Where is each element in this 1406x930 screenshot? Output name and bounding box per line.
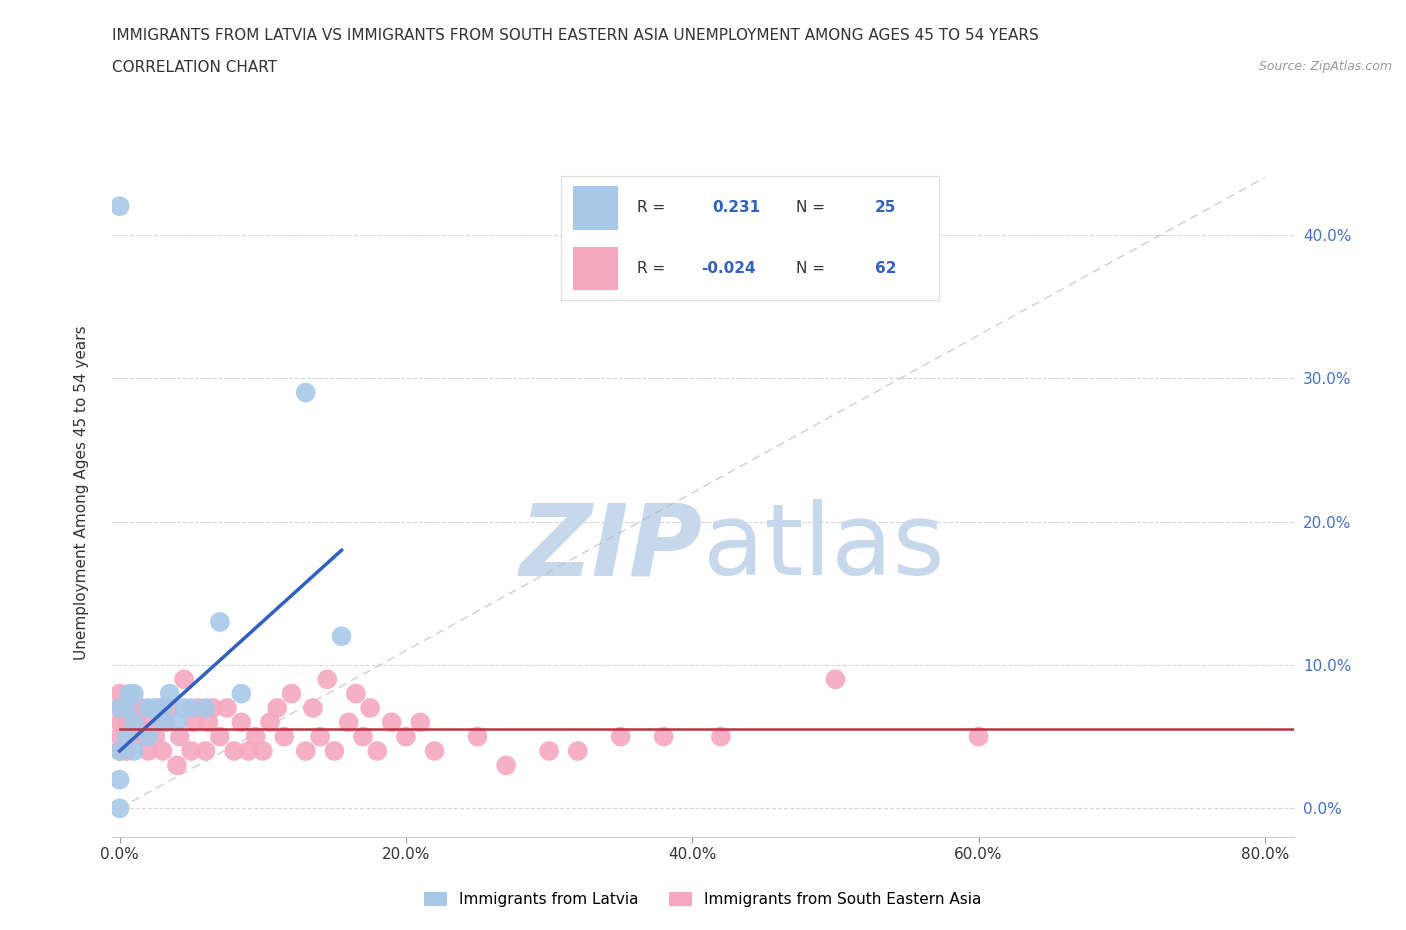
Point — [208, 729, 231, 744]
Point — [609, 729, 631, 744]
Legend: Immigrants from Latvia, Immigrants from South Eastern Asia: Immigrants from Latvia, Immigrants from … — [418, 885, 988, 913]
Point — [366, 744, 388, 759]
Point — [108, 199, 131, 214]
Point — [352, 729, 374, 744]
Point — [108, 744, 131, 759]
Point — [231, 686, 253, 701]
Point — [187, 700, 209, 715]
Point — [122, 744, 145, 759]
Point — [224, 744, 246, 759]
Point — [125, 715, 148, 730]
Point — [266, 700, 288, 715]
Point — [245, 729, 267, 744]
Point — [149, 700, 172, 715]
Point — [323, 744, 346, 759]
Point — [344, 686, 367, 701]
Point — [194, 744, 217, 759]
Point — [122, 729, 145, 744]
Point — [108, 686, 131, 701]
Y-axis label: Unemployment Among Ages 45 to 54 years: Unemployment Among Ages 45 to 54 years — [75, 326, 89, 660]
Point — [273, 729, 295, 744]
Point — [337, 715, 360, 730]
Point — [122, 715, 145, 730]
Point — [215, 700, 238, 715]
Point — [115, 744, 138, 759]
Point — [201, 700, 224, 715]
Point — [309, 729, 332, 744]
Point — [567, 744, 589, 759]
Point — [134, 729, 156, 744]
Text: CORRELATION CHART: CORRELATION CHART — [112, 60, 277, 75]
Point — [197, 715, 219, 730]
Text: Source: ZipAtlas.com: Source: ZipAtlas.com — [1258, 60, 1392, 73]
Point — [710, 729, 733, 744]
Point — [136, 700, 159, 715]
Point — [183, 715, 205, 730]
Point — [824, 671, 846, 686]
Point — [180, 744, 202, 759]
Point — [108, 700, 131, 715]
Point — [252, 744, 274, 759]
Point — [495, 758, 517, 773]
Point — [159, 700, 181, 715]
Point — [118, 686, 141, 701]
Point — [302, 700, 325, 715]
Point — [136, 744, 159, 759]
Point — [115, 700, 138, 715]
Point — [538, 744, 561, 759]
Point — [652, 729, 675, 744]
Point — [238, 744, 260, 759]
Point — [467, 729, 489, 744]
Point — [316, 671, 339, 686]
Point — [129, 700, 152, 715]
Point — [330, 629, 353, 644]
Point — [294, 385, 316, 400]
Text: atlas: atlas — [703, 499, 945, 596]
Point — [136, 729, 159, 744]
Point — [409, 715, 432, 730]
Point — [152, 700, 174, 715]
Point — [108, 772, 131, 787]
Point — [395, 729, 418, 744]
Point — [180, 700, 202, 715]
Point — [259, 715, 281, 730]
Point — [152, 744, 174, 759]
Point — [231, 715, 253, 730]
Point — [169, 729, 191, 744]
Point — [967, 729, 990, 744]
Point — [155, 715, 177, 730]
Point — [152, 715, 174, 730]
Text: ZIP: ZIP — [520, 499, 703, 596]
Point — [173, 700, 195, 715]
Point — [423, 744, 446, 759]
Point — [173, 671, 195, 686]
Point — [280, 686, 302, 701]
Point — [108, 729, 131, 744]
Point — [166, 715, 188, 730]
Point — [208, 615, 231, 630]
Point — [359, 700, 381, 715]
Point — [122, 686, 145, 701]
Text: IMMIGRANTS FROM LATVIA VS IMMIGRANTS FROM SOUTH EASTERN ASIA UNEMPLOYMENT AMONG : IMMIGRANTS FROM LATVIA VS IMMIGRANTS FRO… — [112, 28, 1039, 43]
Point — [381, 715, 404, 730]
Point — [120, 700, 142, 715]
Point — [139, 715, 162, 730]
Point — [145, 729, 167, 744]
Point — [108, 715, 131, 730]
Point — [108, 801, 131, 816]
Point — [294, 744, 316, 759]
Point — [194, 700, 217, 715]
Point — [108, 700, 131, 715]
Point — [166, 758, 188, 773]
Point — [145, 700, 167, 715]
Point — [108, 744, 131, 759]
Point — [159, 686, 181, 701]
Point — [115, 729, 138, 744]
Point — [115, 715, 138, 730]
